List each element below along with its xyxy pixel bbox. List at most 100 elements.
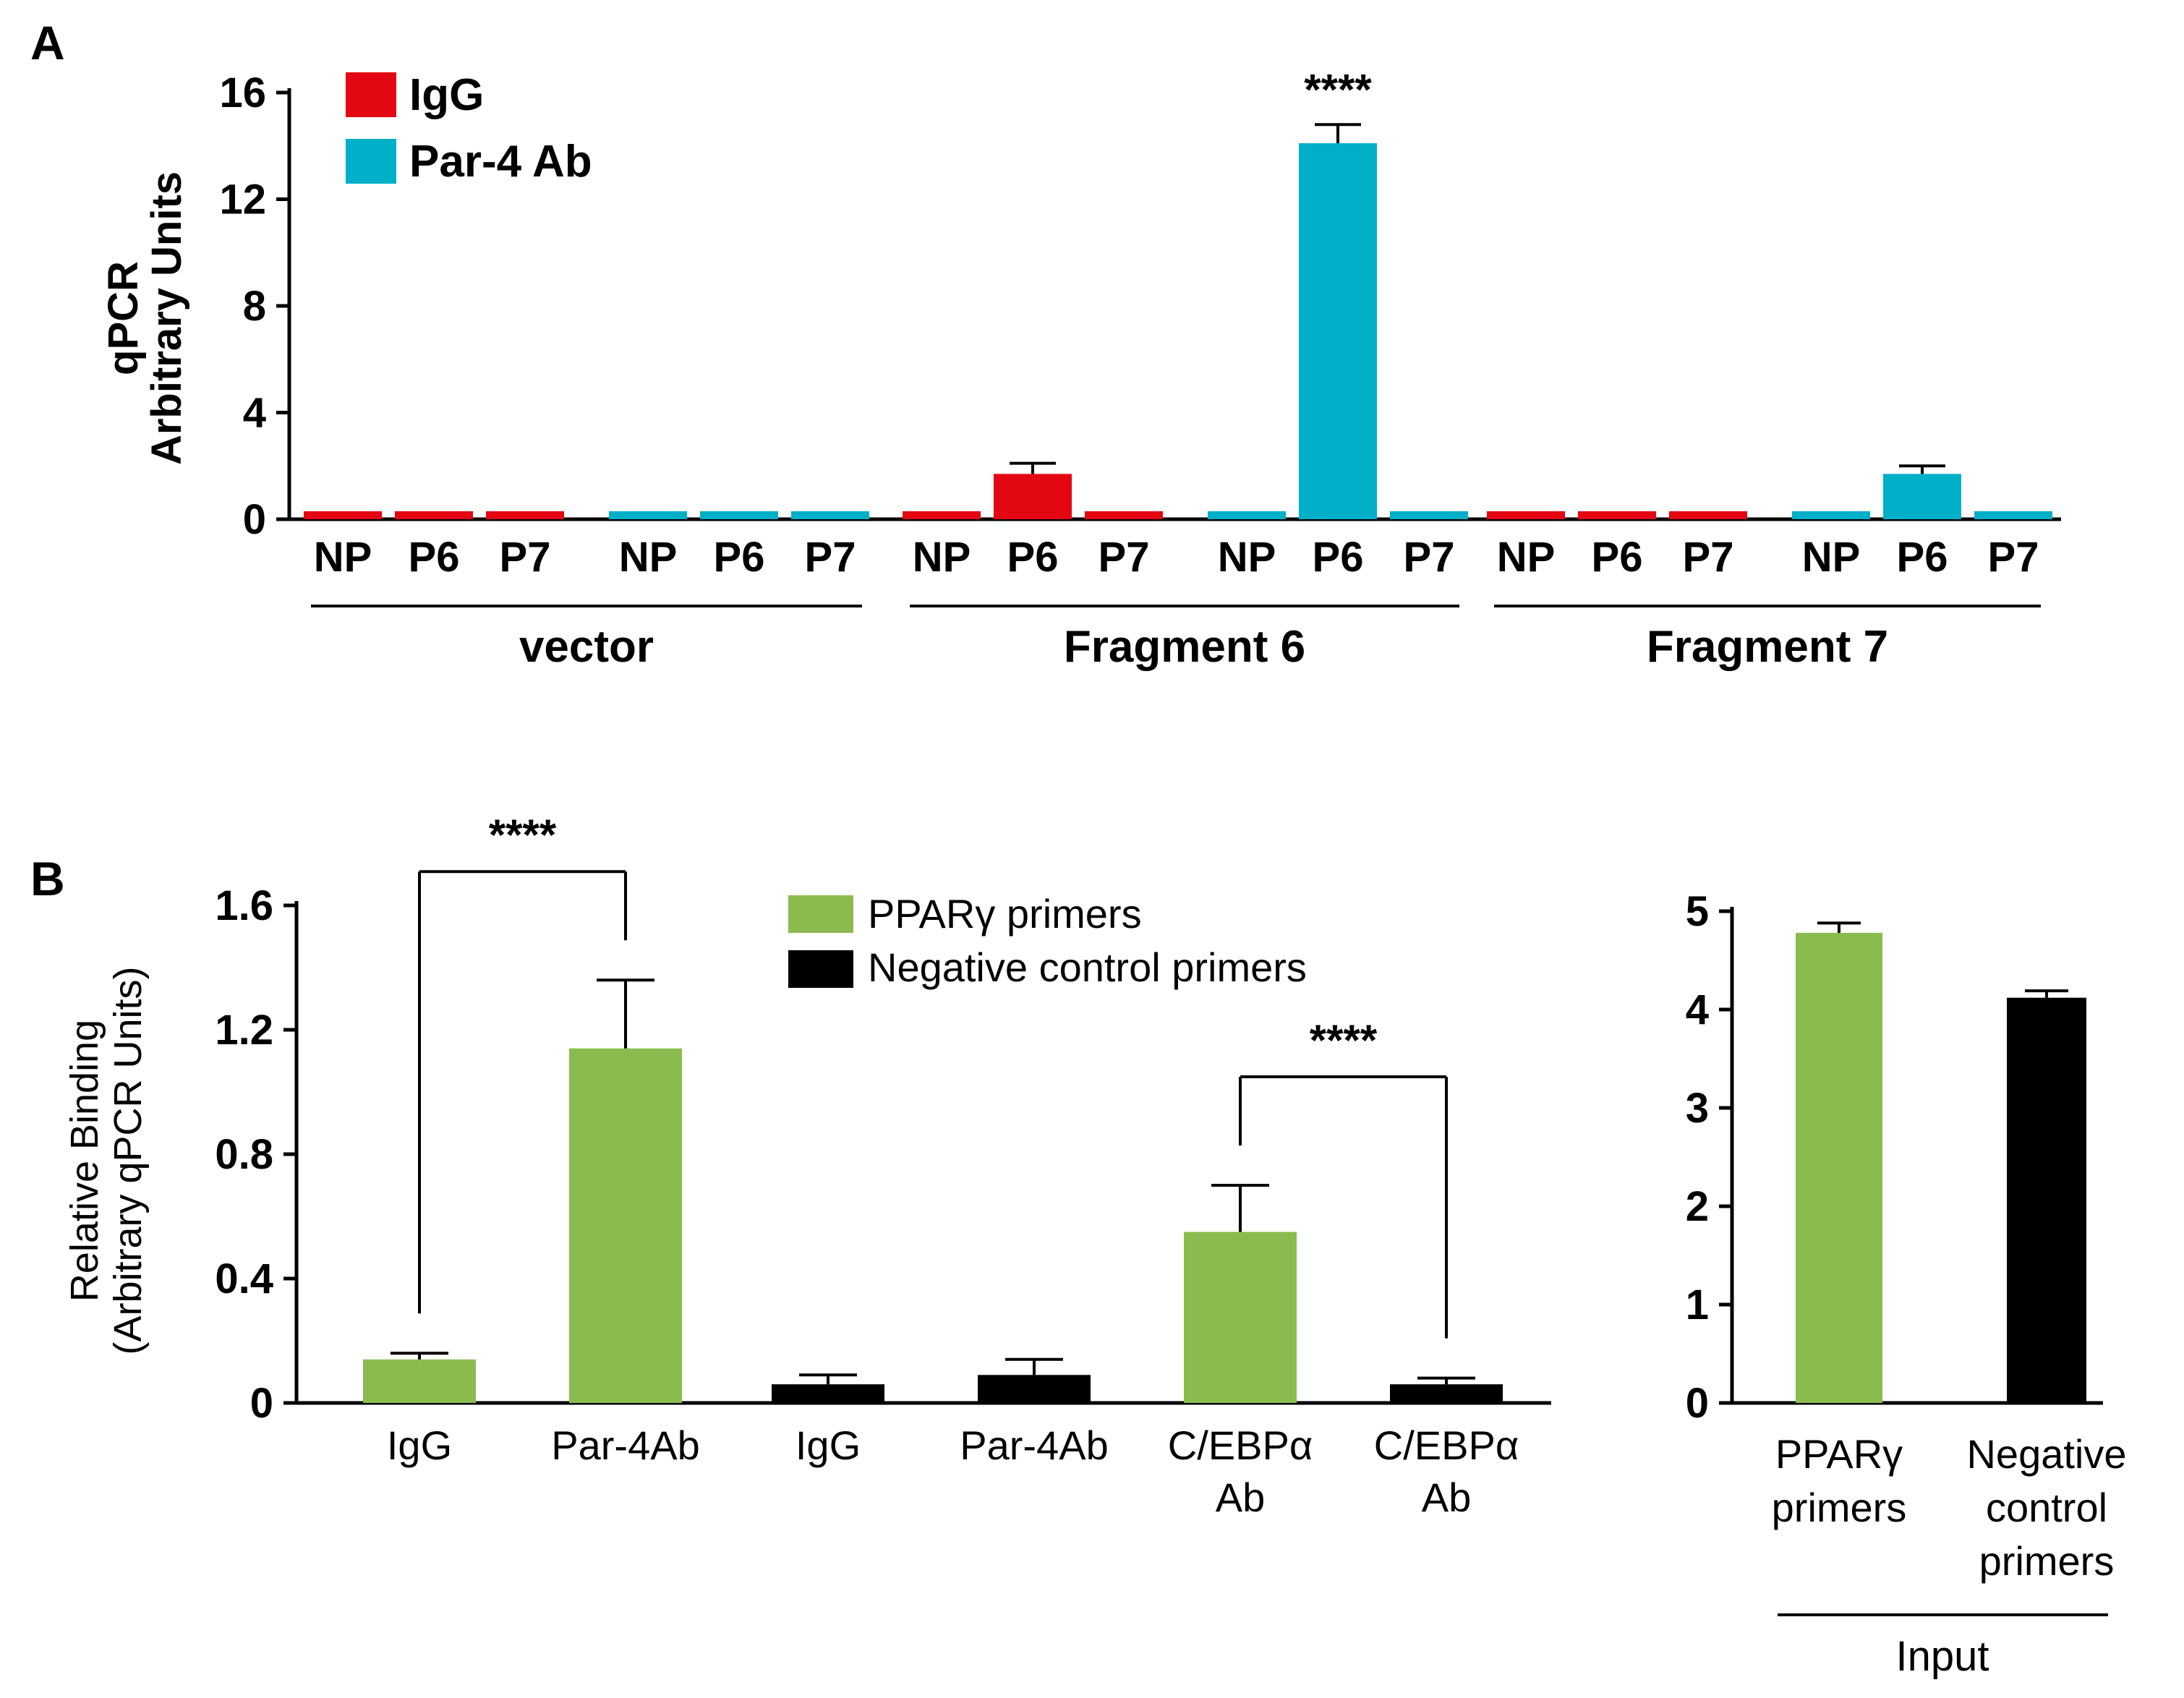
x-tick-label: P6 bbox=[1313, 534, 1364, 581]
x-tick-label: P6 bbox=[1592, 534, 1643, 581]
x-tick-label: IgG bbox=[795, 1422, 861, 1468]
x-tick-label: C/EBPα bbox=[1168, 1422, 1313, 1468]
bar bbox=[700, 511, 778, 519]
bar bbox=[304, 511, 382, 519]
y-tick-label: 1.6 bbox=[215, 882, 273, 929]
legend-swatch-igg bbox=[346, 72, 396, 117]
panel-a-label: A bbox=[30, 16, 65, 69]
group-label: Input bbox=[1896, 1633, 1989, 1680]
panel-a-legend: IgG Par-4 Ab bbox=[346, 70, 592, 187]
panel-b-chart: B Relative Binding (Arbitrary qPCR Units… bbox=[30, 811, 1551, 1520]
x-tick-label: IgG bbox=[387, 1422, 452, 1468]
y-tick-label: 4 bbox=[243, 390, 266, 437]
x-tick-label: P6 bbox=[1897, 534, 1948, 581]
significance-label: **** bbox=[1310, 1016, 1378, 1065]
group-label: vector bbox=[519, 622, 654, 672]
x-tick-label: P7 bbox=[1099, 534, 1150, 581]
legend-swatch-pparg bbox=[788, 895, 853, 933]
x-tick-label: NP bbox=[1218, 534, 1276, 581]
panel-a-chart: A qPCR Arbitrary Units IgG Par-4 Ab 0 4 8 1… bbox=[30, 16, 2061, 672]
bar bbox=[1792, 511, 1870, 519]
bar bbox=[1974, 511, 2052, 519]
bar bbox=[978, 1375, 1091, 1403]
y-tick-label: 1.2 bbox=[215, 1007, 273, 1054]
x-tick-label: Ab bbox=[1216, 1475, 1266, 1520]
bar bbox=[363, 1359, 476, 1403]
bar bbox=[1299, 143, 1377, 519]
y-tick-label: 2 bbox=[1686, 1183, 1709, 1230]
bar bbox=[791, 511, 869, 519]
panel-a-marks: 0 4 8 12 16 NP P6 P7 NP P6 P7 vector NP P6 P7 NP **** P6 P… bbox=[219, 65, 2061, 672]
x-tick-label: NP bbox=[913, 534, 971, 581]
bar bbox=[569, 1048, 682, 1403]
y-tick-label: 0 bbox=[1686, 1380, 1709, 1427]
x-tick-label: Ab bbox=[1422, 1475, 1472, 1520]
panel-a-ylabel-line1: qPCR bbox=[100, 261, 147, 375]
x-tick-label: P6 bbox=[409, 534, 460, 581]
x-tick-label: NP bbox=[314, 534, 372, 581]
group-label: Fragment 7 bbox=[1647, 622, 1888, 672]
x-tick-label: PPARγ bbox=[1775, 1431, 1903, 1477]
bar bbox=[1796, 932, 1882, 1403]
x-tick-label: C/EBPα bbox=[1374, 1422, 1519, 1468]
y-tick-label: 0 bbox=[250, 1380, 273, 1427]
panel-a-ylabel-line2: Arbitrary Units bbox=[143, 171, 190, 465]
x-tick-label: primers bbox=[1979, 1538, 2115, 1584]
y-tick-label: 1 bbox=[1686, 1281, 1709, 1328]
bar bbox=[1669, 511, 1747, 519]
y-tick-label: 5 bbox=[1686, 888, 1709, 935]
x-tick-label: control bbox=[1986, 1485, 2107, 1530]
x-tick-label: Par-4Ab bbox=[551, 1422, 699, 1468]
y-tick-label: 4 bbox=[1686, 986, 1709, 1033]
legend-label-igg: IgG bbox=[409, 70, 484, 120]
x-tick-label: NP bbox=[1802, 534, 1861, 581]
significance-label: **** bbox=[489, 811, 557, 859]
panel-b-ylabel-line1: Relative Binding bbox=[63, 1020, 106, 1302]
x-tick-label: NP bbox=[1497, 534, 1556, 581]
y-tick-label: 16 bbox=[219, 69, 266, 116]
bar bbox=[1487, 511, 1565, 519]
legend-swatch-negative bbox=[788, 950, 853, 988]
x-tick-label: P7 bbox=[1988, 534, 2039, 581]
panel-b-input-chart: 0 1 2 3 4 5 PPARγ primers Negative control primers… bbox=[1686, 888, 2127, 1680]
panel-b-marks: 0 0.4 0.8 1.2 1.6 IgG Par-4Ab IgG Par-4Ab C/EBPα A… bbox=[215, 811, 1551, 1520]
significance-label: **** bbox=[1304, 65, 1372, 114]
x-tick-label: P6 bbox=[714, 534, 765, 581]
bar bbox=[1390, 511, 1468, 519]
group-label: Fragment 6 bbox=[1064, 622, 1305, 672]
bar bbox=[1184, 1232, 1297, 1403]
y-tick-label: 3 bbox=[1686, 1085, 1709, 1132]
x-tick-label: P7 bbox=[500, 534, 551, 581]
x-tick-label: primers bbox=[1772, 1485, 1907, 1530]
bar bbox=[772, 1384, 884, 1403]
y-tick-label: 8 bbox=[243, 283, 266, 330]
bar bbox=[609, 511, 687, 519]
bar bbox=[1390, 1384, 1503, 1403]
bar bbox=[395, 511, 473, 519]
y-tick-label: 0.4 bbox=[215, 1255, 273, 1302]
panel-b-input-marks: 0 1 2 3 4 5 PPARγ primers Negative control primers… bbox=[1686, 888, 2127, 1680]
y-tick-label: 0.8 bbox=[215, 1131, 273, 1178]
bar bbox=[1578, 511, 1656, 519]
bar bbox=[486, 511, 564, 519]
legend-label-par4: Par-4 Ab bbox=[409, 137, 592, 187]
y-tick-label: 12 bbox=[219, 176, 266, 223]
y-tick-label: 0 bbox=[243, 496, 266, 543]
panel-b-ylabel-line2: (Arbitrary qPCR Units) bbox=[106, 966, 150, 1354]
x-tick-label: NP bbox=[619, 534, 678, 581]
x-tick-label: P6 bbox=[1007, 534, 1059, 581]
x-tick-label: Par-4Ab bbox=[960, 1422, 1108, 1468]
legend-label-negative: Negative control primers bbox=[868, 944, 1307, 990]
bar bbox=[2007, 997, 2086, 1403]
panel-b-label: B bbox=[30, 852, 65, 905]
bar bbox=[1208, 511, 1286, 519]
legend-label-pparg: PPARγ primers bbox=[868, 891, 1142, 937]
legend-swatch-par4 bbox=[346, 139, 396, 184]
bar bbox=[903, 511, 981, 519]
panel-b-y-axis-title: Relative Binding (Arbitrary qPCR Units) bbox=[63, 966, 150, 1354]
panel-b-legend: PPARγ primers Negative control primers bbox=[788, 891, 1307, 990]
panel-a-y-axis-title: qPCR Arbitrary Units bbox=[100, 171, 190, 465]
x-tick-label: P7 bbox=[1683, 534, 1734, 581]
bar bbox=[1883, 474, 1961, 519]
